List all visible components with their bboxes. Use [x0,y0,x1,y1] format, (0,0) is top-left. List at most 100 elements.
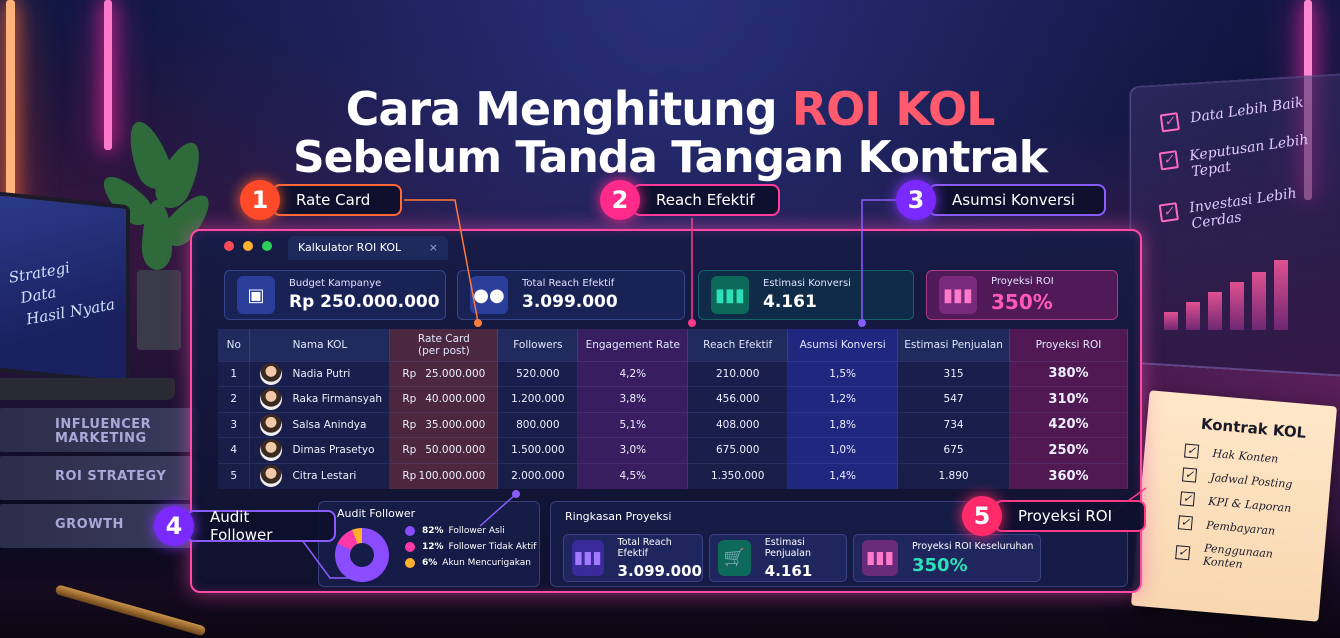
audit-legend: 82% Follower Asli 12% Follower Tidak Aktif… [405,526,536,574]
cell-nama-kol: Citra Lestari [249,462,391,489]
col-reach-efektif: Reach Efektif [687,329,789,361]
contract-item: ✓ Penggunaan Konten [1175,539,1309,576]
table-header-row: No Nama KOL Rate Card (per post) Followe… [218,329,1128,361]
kpi-label: Total Reach Efektif [522,278,615,289]
close-dot[interactable] [224,241,234,251]
summary-title: Ringkasan Proyeksi [565,510,672,523]
book-spine: INFLUENCER MARKETING [0,408,200,452]
cell-estimasi-penjualan: 547 [897,386,1011,412]
cell-followers: 800.000 [497,411,579,438]
tab-title: Kalkulator ROI KOL [298,241,402,254]
cell-asumsi-konversi: 1,8% [787,411,899,438]
col-followers: Followers [497,329,579,361]
cell-no: 3 [218,411,251,438]
cell-reach-efektif: 456.000 [687,386,789,412]
kpi-value: 3.099.000 [522,292,618,312]
cell-asumsi-konversi: 1,0% [787,437,899,463]
avatar [260,362,283,385]
contract-item: ✓ Hak Konten [1184,443,1317,469]
check-icon: ✓ [1184,443,1200,459]
close-icon[interactable]: × [428,241,438,254]
tab-calculator[interactable]: Kalkulator ROI KOL × [288,236,448,260]
cell-rate-card: Rp 50.000.000 [389,437,499,463]
kpi-value: 4.161 [763,292,817,312]
avatar [260,413,283,436]
col-rate-card: Rate Card (per post) [389,329,499,361]
summary-label: Total Reach Efektif [617,536,672,559]
step-1-callout: 1 Rate Card [240,180,402,220]
cell-engagement-rate: 4,2% [577,360,689,387]
check-icon: ✓ [1179,491,1196,507]
cell-estimasi-penjualan: 315 [897,360,1011,387]
cell-followers: 520.000 [497,360,579,387]
bar-chart-icon: ▮▮▮ [572,540,604,576]
cell-rate-card: Rp 100.000.000 [389,462,499,489]
summary-value: 4.161 [764,561,813,580]
summary-value: 3.099.000 [617,561,702,580]
bar-chart-icon: ▮▮▮ [862,540,898,576]
kpi-label: Budget Kampanye [289,278,382,289]
cell-rate-card: Rp 40.000.000 [389,386,499,412]
maximize-dot[interactable] [262,241,272,251]
summary-value: 350% [912,554,968,576]
kpi-konversi: ▮▮▮ Estimasi Konversi 4.161 [698,270,914,320]
cell-asumsi-konversi: 1,5% [787,360,899,387]
cell-engagement-rate: 5,1% [577,411,689,438]
kpi-value: Rp 250.000.000 [289,292,440,312]
bar-chart-icon: ▮▮▮ [711,276,749,314]
step-number: 1 [240,180,280,220]
summary-card-reach: ▮▮▮ Total Reach Efektif 3.099.000 [563,534,703,582]
audit-follower-panel: Audit Follower 82% Follower Asli 12% Follo… [318,501,540,587]
legend-swatch [405,542,415,552]
cell-estimasi-penjualan: 734 [897,411,1011,438]
calculator-window: Kalkulator ROI KOL × ▣ Budget Kampanye Rp… [190,229,1142,593]
cell-nama-kol: Raka Firmansyah [249,386,391,412]
contract-item: ✓ Pembayaran [1177,515,1311,540]
check-icon: ✓ [1175,545,1191,561]
cell-reach-efektif: 1.350.000 [687,462,789,489]
cell-no: 2 [218,386,251,412]
board-growth-chart [1160,250,1330,330]
cell-asumsi-konversi: 1,2% [787,386,899,412]
kpi-budget: ▣ Budget Kampanye Rp 250.000.000 [224,270,446,320]
contract-item: ✓ Jadwal Posting [1181,467,1315,492]
cell-rate-card: Rp 25.000.000 [389,360,499,387]
table-row: 5 Citra Lestari Rp 100.000.000 2.000.000 4,5%… [218,462,1128,489]
summary-card-sales: 🛒 Estimasi Penjualan 4.161 [709,534,847,582]
kpi-reach: ●● Total Reach Efektif 3.099.000 [457,270,685,320]
summary-label: Estimasi Penjualan [764,536,811,559]
step-3-callout: 3 Asumsi Konversi [896,180,1106,220]
neon-light-left-2 [104,0,112,150]
legend-swatch [405,526,415,536]
col-nama-kol: Nama KOL [249,329,391,361]
step-label: Proyeksi ROI [994,500,1146,532]
board-item: ✓ Investasi Lebih Cerdas [1158,180,1340,237]
kol-table: No Nama KOL Rate Card (per post) Followe… [218,329,1128,489]
step-label: Asumsi Konversi [928,184,1106,216]
check-icon: ✓ [1177,515,1193,531]
col-proyeksi-roi: Proyeksi ROI [1009,329,1128,361]
minimize-dot[interactable] [243,241,253,251]
step-number: 3 [896,180,936,220]
cell-nama-kol: Salsa Anindya [249,411,391,438]
cell-no: 4 [218,437,251,463]
headline-line-2: Sebelum Tanda Tangan Kontrak [292,132,1048,183]
cell-asumsi-konversi: 1,4% [787,462,899,489]
cell-nama-kol: Nadia Putri [249,360,391,387]
legend-item: 6% Akun Mencurigakan [405,558,536,568]
audit-title: Audit Follower [337,507,416,520]
step-2-callout: 2 Reach Efektif [600,180,780,220]
kpi-label: Estimasi Konversi [763,278,851,289]
cell-followers: 1.200.000 [497,386,579,412]
table-row: 3 Salsa Anindya Rp 35.000.000 800.000 5,1% 408… [218,411,1128,438]
cell-followers: 1.500.000 [497,437,579,463]
neon-light-left [6,0,15,230]
cell-engagement-rate: 3,0% [577,437,689,463]
cell-proyeksi-roi: 250% [1009,437,1128,463]
summary-card-roi: ▮▮▮ Proyeksi ROI Keseluruhan 350% [853,534,1041,582]
kpi-value: 350% [991,290,1053,314]
kpi-roi: ▮▮▮ Proyeksi ROI 350% [926,270,1118,320]
contract-title: Kontrak KOL [1200,414,1307,442]
avatar [260,388,283,411]
cell-proyeksi-roi: 310% [1009,386,1128,412]
